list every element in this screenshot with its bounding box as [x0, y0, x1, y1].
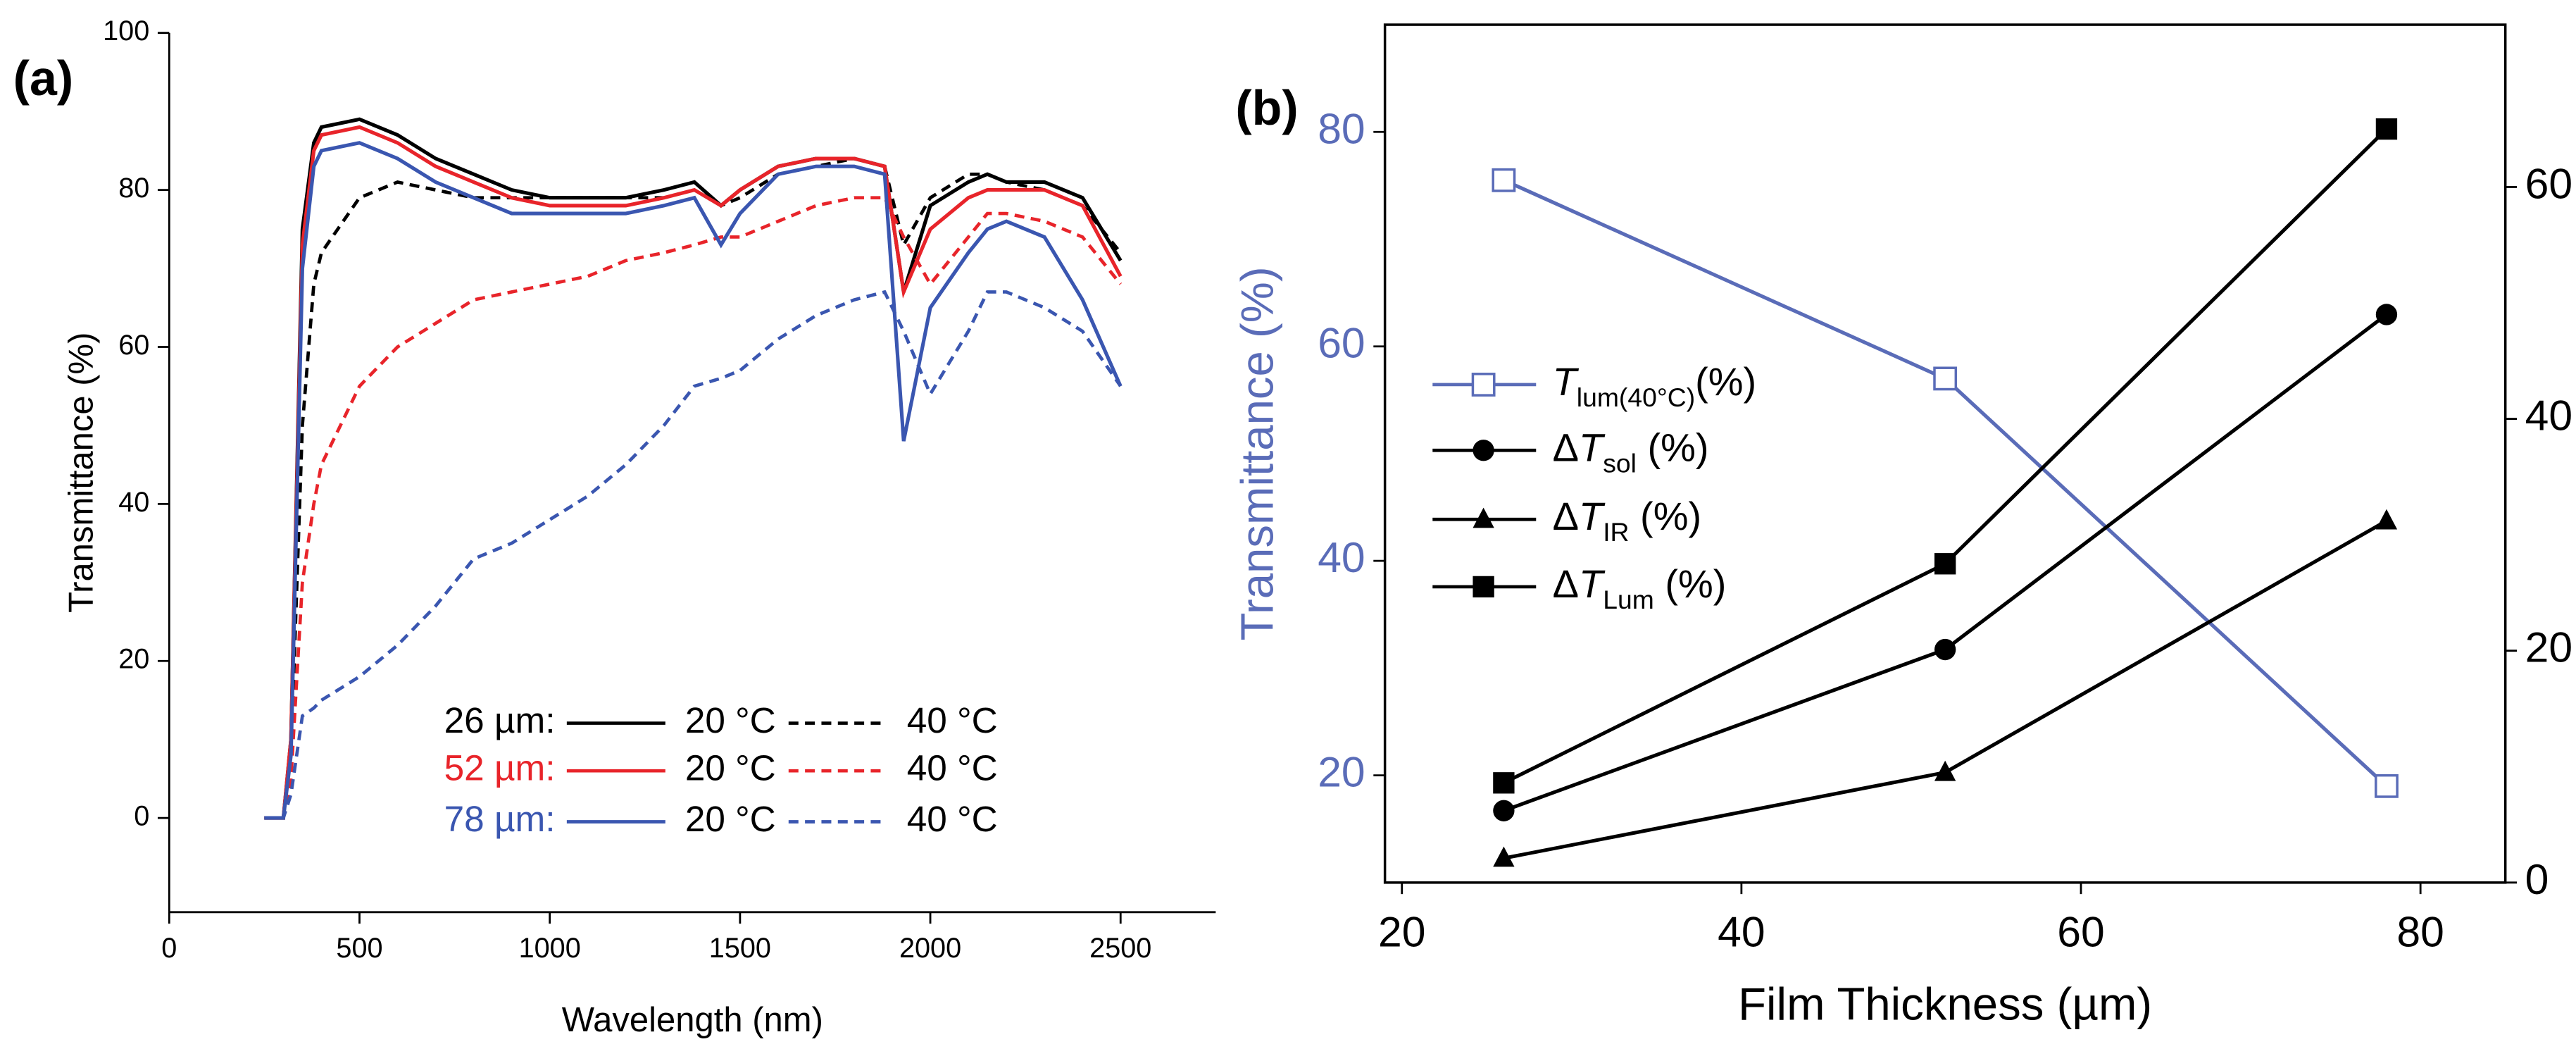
x-tick-label: 500 [336, 933, 382, 964]
legend-label-part: (%) [1695, 359, 1756, 404]
data-point [2375, 774, 2399, 798]
legend-label-part: sol [1603, 448, 1637, 478]
series [264, 196, 1123, 820]
plot-frame [1383, 23, 2507, 884]
legend-label-part: Lum [1603, 585, 1654, 614]
data-point [1934, 760, 1956, 781]
legend-label: 40 °C [907, 799, 998, 839]
series-line [264, 196, 1123, 820]
legend-label-part: T [1553, 359, 1580, 404]
x-tick-label: 2500 [1089, 933, 1151, 964]
legend-group-label: 78 µm: [444, 799, 556, 839]
data-point [1493, 846, 1515, 867]
data-point [2375, 304, 2398, 325]
y2-tick-label: 40 [2525, 392, 2572, 440]
series [264, 117, 1123, 820]
y2-tick-label: 60 [2525, 159, 2572, 207]
legend-label-part: Δ [1553, 425, 1579, 469]
legend-marker [1471, 373, 1496, 397]
y2-tick-label: 0 [2525, 855, 2549, 903]
legend-marker [1473, 507, 1494, 528]
legend-label-part: lum(40°C) [1577, 383, 1695, 412]
legend-label-part: IR [1603, 517, 1629, 547]
series [264, 141, 1123, 820]
series-line [264, 141, 1123, 820]
legend-marker [1473, 576, 1494, 598]
y-tick-label: 100 [103, 15, 149, 46]
y-tick-label: 0 [134, 801, 149, 832]
series-line [264, 117, 1123, 820]
x-axis-title: Film Thickness (µm) [1738, 978, 2152, 1029]
data-point [2375, 509, 2398, 530]
legend-label-part: (%) [1637, 425, 1709, 469]
series-line [1503, 178, 2388, 788]
legend-label-part: (%) [1654, 561, 1727, 606]
series [1493, 509, 2398, 867]
legend-label-part: T [1579, 425, 1606, 469]
series [1492, 168, 2399, 798]
legend-label-part: (%) [1630, 494, 1702, 538]
y-tick-label: 40 [1318, 533, 1365, 581]
x-tick-label: 0 [161, 933, 177, 964]
legend-label: ΔTIR (%) [1553, 494, 1702, 547]
y2-tick-label: 20 [2525, 623, 2572, 671]
data-point [1933, 366, 1958, 391]
y-tick-label: 20 [1318, 748, 1365, 796]
x-tick-label: 1000 [519, 933, 581, 964]
panel-label: (b) [1235, 80, 1298, 135]
legend-label: ΔTsol (%) [1553, 425, 1709, 478]
y-tick-label: 60 [1318, 319, 1365, 367]
y-axis-title: Transmittance (%) [62, 333, 100, 613]
legend-marker [1473, 440, 1494, 461]
legend-label-part: T [1579, 561, 1606, 606]
y-tick-label: 80 [118, 173, 149, 204]
data-point [2375, 118, 2398, 140]
x-tick-label: 20 [1378, 907, 1425, 955]
legend-label: 40 °C [907, 700, 998, 740]
series [264, 290, 1123, 820]
x-tick-label: 1500 [709, 933, 771, 964]
legend-label-part: Δ [1553, 561, 1579, 606]
legend-label: Tlum(40°C)(%) [1553, 359, 1757, 412]
x-tick-label: 80 [2396, 907, 2444, 955]
legend-group-label: 52 µm: [444, 748, 556, 788]
data-point [1934, 553, 1956, 575]
series-line [264, 290, 1123, 820]
legend-label-part: Δ [1553, 494, 1579, 538]
y-tick-label: 40 [118, 487, 149, 518]
data-point [1934, 638, 1956, 661]
y-tick-label: 60 [118, 330, 149, 361]
legend-label: 40 °C [907, 748, 998, 788]
data-point [1493, 800, 1515, 821]
legend-label: 20 °C [685, 799, 776, 839]
series [1493, 118, 2398, 794]
legend-label: ΔTLum (%) [1553, 561, 1727, 614]
series [264, 125, 1123, 820]
x-axis-title: Wavelength (nm) [562, 1001, 823, 1039]
series-line [264, 125, 1123, 820]
legend-label: 20 °C [685, 748, 776, 788]
y-tick-label: 20 [118, 644, 149, 675]
panel-label: (a) [13, 51, 74, 106]
legend-label-part: T [1579, 494, 1606, 538]
y-axis-title: Transmittance (%) [1232, 266, 1283, 640]
y-tick-label: 80 [1318, 104, 1365, 152]
x-tick-label: 60 [2057, 907, 2104, 955]
x-tick-label: 2000 [899, 933, 961, 964]
legend-label: 20 °C [685, 700, 776, 740]
data-point [1493, 772, 1515, 794]
x-tick-label: 40 [1718, 907, 1765, 955]
series [1493, 304, 2398, 821]
legend-group-label: 26 µm: [444, 700, 556, 740]
data-point [1492, 168, 1516, 192]
